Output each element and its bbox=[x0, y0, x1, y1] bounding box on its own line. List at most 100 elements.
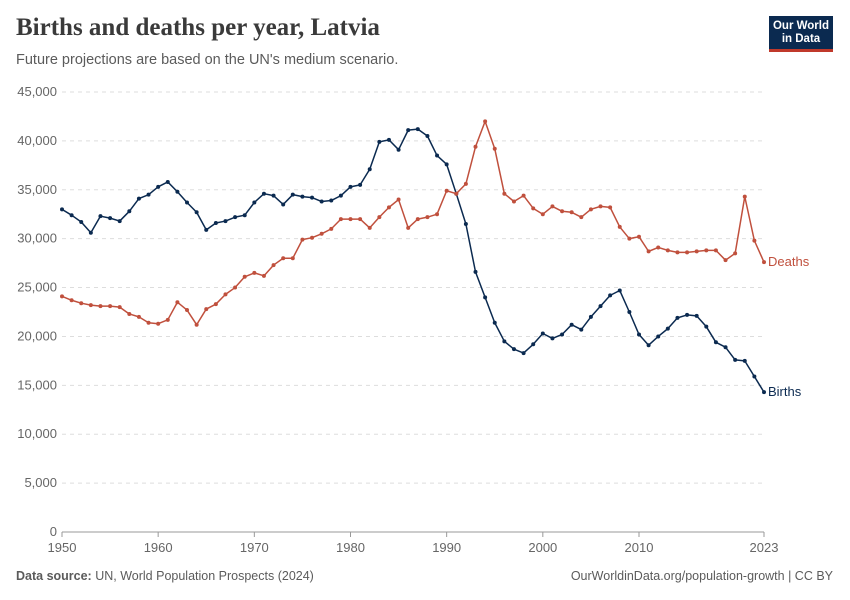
data-point-births bbox=[646, 343, 651, 348]
data-source-text: UN, World Population Prospects (2024) bbox=[95, 569, 314, 583]
data-point-deaths bbox=[348, 217, 353, 222]
data-point-births bbox=[665, 326, 670, 331]
data-point-deaths bbox=[185, 308, 190, 313]
data-point-deaths bbox=[521, 193, 526, 198]
axis-layer: 0 5,000 10,000 15,000 20,000 25,000 30,000 35,0… bbox=[17, 84, 778, 555]
series-line-births bbox=[61, 128, 765, 393]
data-point-deaths bbox=[579, 215, 584, 220]
y-tick-label: 15,000 bbox=[17, 377, 57, 392]
data-point-deaths bbox=[608, 205, 613, 210]
data-point-deaths bbox=[569, 210, 574, 215]
data-point-deaths bbox=[742, 194, 747, 199]
data-point-deaths bbox=[290, 256, 295, 261]
data-point-births bbox=[752, 374, 757, 379]
data-point-deaths bbox=[762, 260, 766, 265]
grid-layer bbox=[62, 91, 764, 484]
data-point-deaths bbox=[723, 258, 728, 263]
data-point-births bbox=[165, 179, 170, 184]
data-point-births bbox=[608, 293, 613, 298]
data-point-deaths bbox=[165, 317, 170, 322]
data-point-births bbox=[156, 184, 161, 189]
data-point-births bbox=[742, 358, 747, 363]
data-point-deaths bbox=[69, 298, 74, 303]
y-tick-label: 5,000 bbox=[24, 475, 57, 490]
data-point-deaths bbox=[694, 249, 699, 254]
data-point-deaths bbox=[88, 303, 93, 308]
x-tick-label: 1990 bbox=[432, 540, 461, 555]
data-point-deaths bbox=[79, 301, 84, 306]
data-point-births bbox=[310, 195, 315, 200]
data-point-births bbox=[386, 137, 391, 142]
series-layer bbox=[60, 119, 766, 395]
x-tick-label: 2000 bbox=[528, 540, 557, 555]
data-point-deaths bbox=[204, 307, 209, 312]
data-point-births bbox=[492, 320, 497, 325]
data-point-deaths bbox=[60, 294, 64, 299]
data-source: Data source: UN, World Population Prospe… bbox=[16, 569, 314, 583]
data-point-deaths bbox=[242, 274, 247, 279]
data-point-deaths bbox=[281, 256, 286, 261]
data-point-deaths bbox=[117, 305, 122, 310]
data-point-deaths bbox=[425, 215, 430, 220]
y-tick-label: 0 bbox=[50, 524, 57, 539]
x-tick-label: 2010 bbox=[625, 540, 654, 555]
data-point-births bbox=[146, 192, 151, 197]
source-url-link[interactable]: OurWorldinData.org/population-growth | C… bbox=[570, 569, 833, 583]
data-point-births bbox=[579, 327, 584, 332]
data-point-deaths bbox=[223, 292, 228, 297]
x-tick-label: 1960 bbox=[144, 540, 173, 555]
data-point-deaths bbox=[310, 235, 315, 240]
data-point-deaths bbox=[598, 204, 603, 209]
data-point-deaths bbox=[685, 250, 690, 255]
data-point-deaths bbox=[271, 263, 276, 268]
data-point-deaths bbox=[415, 217, 420, 222]
data-point-births bbox=[550, 336, 555, 341]
data-point-deaths bbox=[108, 304, 113, 309]
data-point-births bbox=[377, 139, 382, 144]
data-point-deaths bbox=[540, 212, 545, 217]
data-point-deaths bbox=[617, 224, 622, 229]
data-point-deaths bbox=[656, 245, 661, 250]
data-point-births bbox=[60, 207, 64, 212]
data-point-births bbox=[281, 202, 286, 207]
data-point-births bbox=[204, 227, 209, 232]
data-point-deaths bbox=[233, 285, 238, 290]
data-point-deaths bbox=[146, 320, 151, 325]
data-point-births bbox=[117, 219, 122, 224]
label-layer: Births Deaths bbox=[768, 254, 810, 399]
data-point-deaths bbox=[511, 199, 516, 204]
data-point-deaths bbox=[588, 207, 593, 212]
data-point-births bbox=[762, 390, 766, 395]
owid-logo[interactable]: Our World in Data bbox=[769, 16, 833, 52]
data-point-births bbox=[540, 331, 545, 336]
y-tick-label: 30,000 bbox=[17, 231, 57, 246]
data-point-deaths bbox=[194, 322, 199, 327]
data-point-deaths bbox=[136, 314, 141, 319]
data-point-births bbox=[713, 340, 718, 345]
data-point-births bbox=[473, 269, 478, 274]
data-point-births bbox=[463, 222, 468, 226]
data-point-births bbox=[444, 162, 449, 167]
y-tick-label: 35,000 bbox=[17, 182, 57, 197]
series-label-deaths: Deaths bbox=[768, 254, 810, 269]
data-point-deaths bbox=[396, 197, 401, 202]
data-point-deaths bbox=[386, 205, 391, 210]
data-point-births bbox=[242, 213, 247, 218]
y-tick-label: 25,000 bbox=[17, 280, 57, 295]
data-point-births bbox=[108, 216, 113, 221]
data-point-births bbox=[338, 193, 343, 198]
data-point-births bbox=[733, 357, 738, 362]
data-point-births bbox=[415, 127, 420, 132]
data-point-births bbox=[194, 210, 199, 215]
y-tick-label: 20,000 bbox=[17, 328, 57, 343]
data-point-deaths bbox=[444, 188, 449, 193]
data-point-deaths bbox=[473, 144, 478, 149]
data-point-births bbox=[560, 332, 565, 337]
data-point-deaths bbox=[713, 248, 718, 253]
data-point-deaths bbox=[175, 300, 180, 305]
data-point-deaths bbox=[704, 248, 709, 253]
data-point-births bbox=[319, 199, 324, 204]
data-point-deaths bbox=[319, 231, 324, 236]
data-point-deaths bbox=[675, 250, 680, 255]
data-point-births bbox=[271, 193, 276, 198]
